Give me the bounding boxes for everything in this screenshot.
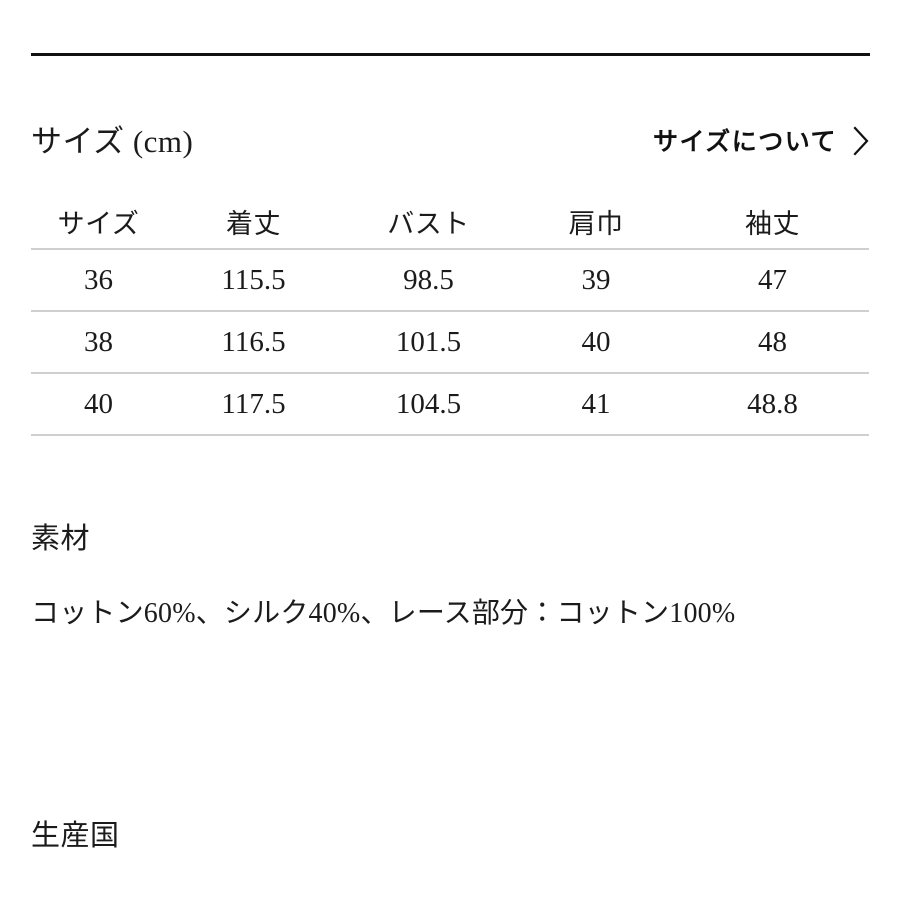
size-section-title: サイズ (cm) (31, 123, 194, 159)
size-table: サイズ 着丈 バスト 肩巾 袖丈 36 115.5 98.5 39 47 38 … (31, 195, 869, 436)
chevron-right-icon (853, 126, 870, 156)
cell-size: 36 (84, 263, 113, 296)
size-guide-link[interactable]: サイズについて (653, 126, 870, 156)
cell-bust: 101.5 (395, 325, 462, 358)
country-section: 生産国 (31, 822, 870, 851)
table-row: 36 115.5 98.5 39 47 (31, 249, 869, 311)
cell-length: 115.5 (221, 263, 286, 296)
table-row: 38 116.5 101.5 40 48 (31, 311, 869, 373)
cell-shoulder: 40 (581, 325, 611, 358)
cell-length: 117.5 (221, 387, 286, 420)
cell-sleeve: 47 (758, 263, 787, 296)
size-guide-link-label: サイズについて (652, 126, 837, 156)
top-divider (31, 53, 870, 56)
cell-sleeve: 48.8 (747, 387, 798, 420)
size-table-head: サイズ 着丈 バスト 肩巾 袖丈 (31, 195, 869, 249)
cell-size: 38 (84, 325, 113, 358)
country-heading: 生産国 (31, 820, 120, 852)
cell-shoulder: 41 (581, 387, 611, 420)
column-header-length: 着丈 (226, 209, 281, 239)
cell-sleeve: 48 (758, 325, 787, 358)
cell-bust: 104.5 (395, 387, 462, 420)
material-description: コットン60%、シルク40%、レース部分：コットン100% (31, 598, 736, 629)
cell-shoulder: 39 (581, 263, 611, 296)
size-section-header: サイズ (cm) サイズについて (31, 117, 870, 165)
cell-length: 116.5 (221, 325, 286, 358)
column-header-size: サイズ (57, 209, 140, 239)
size-table-body: 36 115.5 98.5 39 47 38 116.5 101.5 40 48… (31, 249, 869, 435)
column-header-shoulder: 肩巾 (568, 209, 624, 239)
material-heading: 素材 (31, 523, 91, 555)
cell-size: 40 (84, 387, 113, 420)
cell-bust: 98.5 (403, 263, 454, 296)
column-header-bust: バスト (387, 209, 470, 239)
column-header-sleeve: 袖丈 (745, 209, 800, 239)
table-header-row: サイズ 着丈 バスト 肩巾 袖丈 (31, 195, 869, 249)
table-row: 40 117.5 104.5 41 48.8 (31, 373, 869, 435)
material-section: 素材 コットン60%、シルク40%、レース部分：コットン100% (31, 525, 870, 642)
